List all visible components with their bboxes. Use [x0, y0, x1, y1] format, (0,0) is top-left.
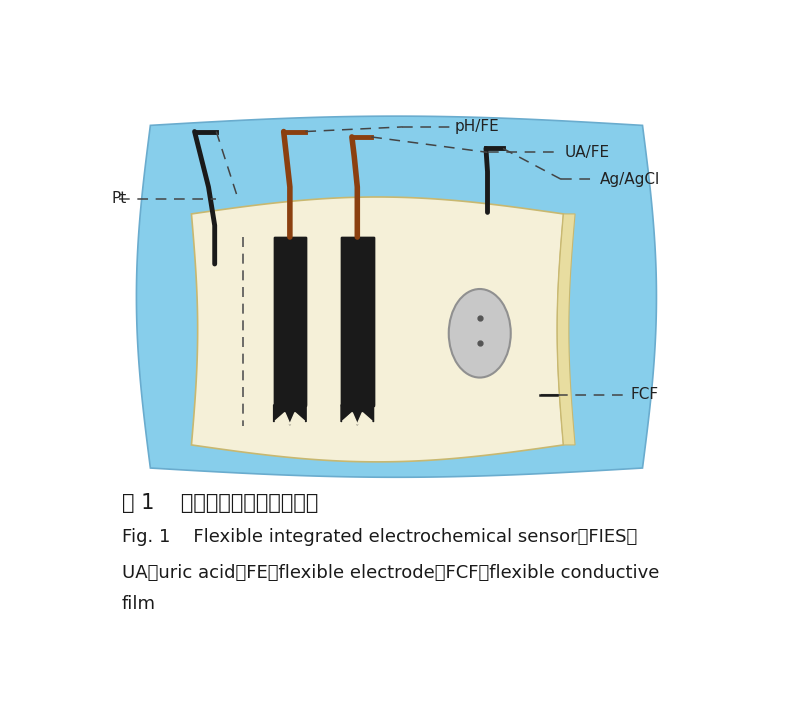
Text: film: film: [122, 595, 156, 613]
Text: UA，uric acid；FE，flexible electrode；FCF，flexible conductive: UA，uric acid；FE，flexible electrode；FCF，f…: [122, 564, 659, 582]
Polygon shape: [290, 413, 305, 424]
Polygon shape: [341, 405, 374, 425]
Polygon shape: [342, 413, 358, 424]
Polygon shape: [191, 197, 563, 462]
Polygon shape: [275, 413, 290, 424]
Polygon shape: [341, 237, 374, 406]
Polygon shape: [358, 413, 372, 424]
Polygon shape: [274, 405, 306, 425]
Text: pH/FE: pH/FE: [455, 119, 500, 135]
Polygon shape: [137, 116, 657, 477]
Polygon shape: [558, 214, 575, 445]
Text: FCF: FCF: [631, 387, 659, 403]
Polygon shape: [274, 237, 306, 405]
Polygon shape: [274, 237, 306, 406]
Text: Fig. 1    Flexible integrated electrochemical sensor（FIES）: Fig. 1 Flexible integrated electrochemic…: [122, 528, 637, 546]
Text: 图 1    柔性一体化电化学传感器: 图 1 柔性一体化电化学传感器: [122, 494, 318, 513]
Text: Ag/AgCl: Ag/AgCl: [600, 172, 660, 187]
Polygon shape: [341, 237, 374, 405]
Text: UA/FE: UA/FE: [565, 145, 610, 160]
Text: Pt: Pt: [112, 191, 127, 206]
Ellipse shape: [449, 289, 510, 377]
